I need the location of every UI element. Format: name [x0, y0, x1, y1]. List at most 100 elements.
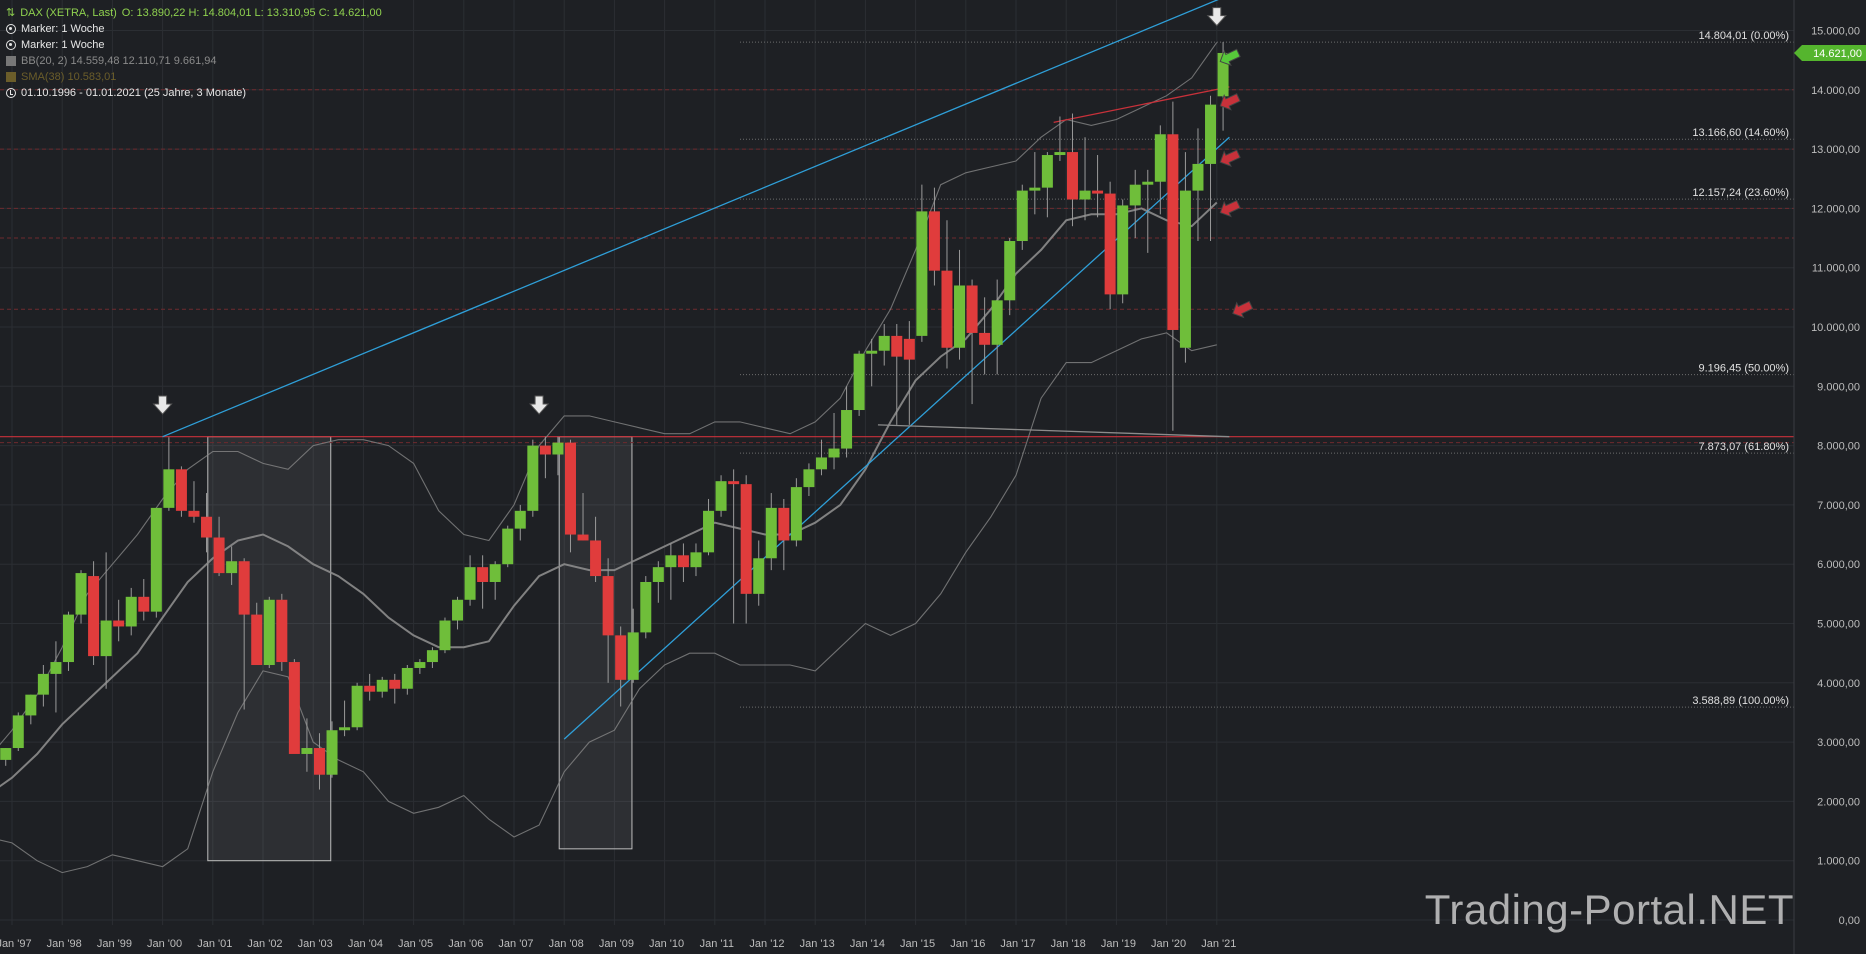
candle-body [376, 679, 388, 692]
y-tick-label: 4.000,00 [1817, 678, 1860, 690]
candle-body [715, 481, 727, 511]
candle-body [577, 534, 589, 541]
candle-body [677, 555, 689, 568]
candle-body [389, 679, 401, 689]
candle-body [640, 581, 652, 633]
candle-body [62, 614, 74, 663]
candle-body [1104, 193, 1116, 295]
candle-body [313, 748, 325, 775]
down-arrow-icon [528, 395, 550, 415]
x-tick-label: Jan '98 [47, 938, 82, 950]
legend-marker-row[interactable]: Marker: 1 Woche [6, 37, 382, 53]
candles [0, 42, 1229, 790]
fibonacci-label: 13.166,60 (14.60%) [1692, 127, 1789, 139]
candle-body [326, 730, 338, 775]
candle-body [364, 685, 376, 692]
candle-body [401, 667, 413, 689]
x-tick-label: Jan '00 [147, 938, 182, 950]
legend-ohlc-row: ⇅ DAX (XETRA, Last) O: 13.890,22 H: 14.8… [6, 5, 382, 21]
trend-line [563, 136, 1230, 740]
x-tick-label: Jan '19 [1101, 938, 1136, 950]
candle-body [188, 510, 200, 517]
candle-body [175, 469, 187, 511]
candle-body [539, 445, 551, 455]
candle-body [276, 599, 288, 663]
candle-body [703, 510, 715, 553]
fibonacci-label: 3.588,89 (100.00%) [1692, 695, 1789, 707]
x-tick-label: Jan '16 [950, 938, 985, 950]
candle-body [966, 285, 978, 333]
candles-icon: ⇅ [6, 7, 16, 19]
candle-body [1054, 152, 1066, 156]
candle-body [100, 620, 112, 657]
y-tick-label: 15.000,00 [1811, 26, 1860, 38]
fibonacci-label: 9.196,45 (50.00%) [1698, 363, 1789, 375]
candle-body [903, 338, 915, 360]
candle-body [238, 561, 250, 615]
x-tick-label: Jan '20 [1151, 938, 1186, 950]
price-tag-label: 14.621,00 [1813, 48, 1862, 60]
last-price-tag: 14.621,00 [1794, 44, 1866, 61]
y-tick-label: 14.000,00 [1811, 85, 1860, 97]
down-arrow-icon [152, 395, 173, 415]
candle-body [514, 510, 526, 529]
x-tick-label: Jan '04 [348, 938, 383, 950]
candle-body [125, 596, 137, 627]
candle-body [37, 673, 49, 695]
left-arrow-icon [1219, 199, 1241, 218]
x-tick-label: Jan '03 [298, 938, 333, 950]
candle-body [351, 685, 363, 728]
candle-body [477, 567, 489, 582]
y-tick-label: 1.000,00 [1817, 856, 1860, 868]
candle-body [790, 487, 802, 541]
candle-body [991, 300, 1003, 345]
line-icon [6, 72, 16, 82]
candle-body [552, 442, 564, 455]
legend-sma-row[interactable]: SMA(38) 10.583,01 [6, 69, 382, 85]
x-tick-label: Jan '13 [800, 938, 835, 950]
clock-icon [6, 88, 16, 98]
y-tick-label: 8.000,00 [1817, 441, 1860, 453]
candle-body [113, 620, 125, 627]
candle-body [853, 353, 865, 411]
candle-body [828, 448, 840, 458]
candle-body [665, 555, 677, 568]
trend-line [877, 424, 1230, 438]
candle-body [841, 410, 853, 449]
candle-body [1129, 184, 1141, 206]
legend-marker-2: Marker: 1 Woche [21, 39, 105, 51]
legend-marker-row[interactable]: Marker: 1 Woche [6, 21, 382, 37]
candle-body [464, 567, 476, 600]
left-arrow-icon [1219, 93, 1241, 111]
trend-line [1053, 86, 1230, 124]
legend-bb: BB(20, 2) 14.559,48 12.110,71 9.661,94 [21, 55, 217, 67]
x-tick-label: Jan '21 [1201, 938, 1236, 950]
y-tick-label: 7.000,00 [1817, 500, 1860, 512]
y-tick-label: 2.000,00 [1817, 796, 1860, 808]
legend-bb-row[interactable]: BB(20, 2) 14.559,48 12.110,71 9.661,94 [6, 53, 382, 69]
y-tick-label: 12.000,00 [1811, 203, 1860, 215]
x-tick-label: Jan '97 [0, 938, 32, 950]
y-tick-label: 11.000,00 [1812, 263, 1860, 275]
x-tick-label: Jan '12 [749, 938, 784, 950]
y-tick-label: 3.000,00 [1817, 737, 1860, 749]
fibonacci-label: 14.804,01 (0.00%) [1698, 30, 1789, 42]
candle-body [627, 632, 639, 680]
candle-body [1192, 163, 1204, 191]
x-tick-label: Jan '07 [498, 938, 533, 950]
candle-body [866, 350, 878, 354]
left-arrow-icon [1232, 300, 1254, 319]
watermark: Trading-Portal.NET [1424, 886, 1794, 933]
price-tag-shape [1794, 44, 1866, 61]
candle-body [878, 335, 890, 351]
candle-body [652, 567, 664, 582]
candle-body [339, 727, 351, 731]
candle-body [50, 662, 62, 674]
x-tick-label: Jan '15 [900, 938, 935, 950]
candle-body [75, 573, 87, 615]
candle-body [753, 558, 765, 594]
candle-body [1041, 155, 1053, 188]
trend-line [162, 0, 1219, 438]
candle-body [728, 481, 740, 485]
